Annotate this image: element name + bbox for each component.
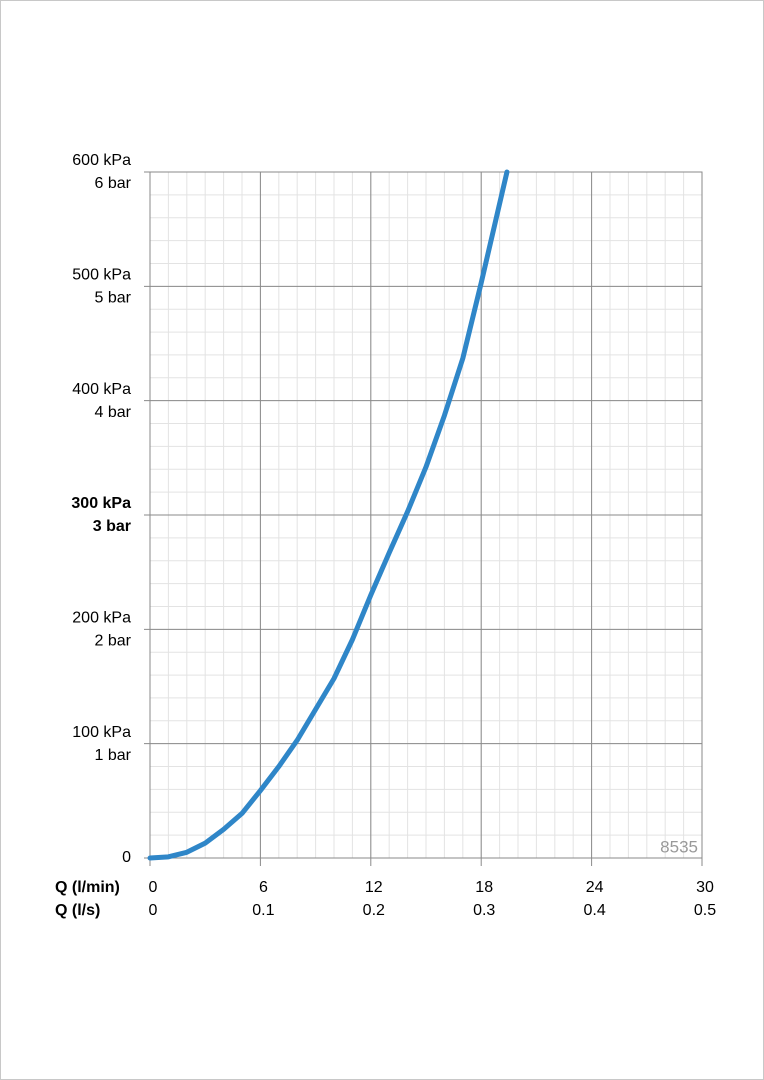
- y-tick-label: 300 kPa: [71, 495, 131, 512]
- watermark: 8535: [660, 837, 698, 856]
- x-tick-label: 6: [259, 879, 268, 896]
- x2-axis-label: Q (l/s): [55, 902, 100, 919]
- y-tick-label: 400 kPa: [72, 381, 131, 398]
- y-tick-sublabel: 3 bar: [93, 518, 131, 535]
- y-tick-label: 500 kPa: [72, 267, 131, 284]
- x-axis-label: Q (l/min): [55, 879, 120, 896]
- x2-tick-label: 0.5: [694, 902, 716, 919]
- y-tick-sublabel: 4 bar: [95, 404, 132, 421]
- y-tick-label: 600 kPa: [72, 152, 131, 169]
- grid: [144, 171, 703, 866]
- y-tick-sublabel: 5 bar: [95, 290, 132, 307]
- x-tick-label: 24: [586, 879, 604, 896]
- y-tick-label: 200 kPa: [72, 610, 131, 627]
- y-tick-sublabel: 2 bar: [95, 633, 132, 650]
- x-tick-label: 12: [365, 879, 383, 896]
- x2-tick-label: 0.1: [252, 902, 274, 919]
- x2-tick-label: 0.4: [583, 902, 605, 919]
- y-tick-label: 100 kPa: [72, 724, 131, 741]
- x-tick-label: 30: [696, 879, 714, 896]
- y-tick-sublabel: 6 bar: [95, 175, 132, 192]
- x2-tick-label: 0: [149, 902, 158, 919]
- x2-tick-label: 0.2: [363, 902, 385, 919]
- y-tick-sublabel: 1 bar: [95, 747, 132, 764]
- curve: [147, 169, 510, 861]
- x-tick-label: 0: [149, 879, 158, 896]
- y-tick-label: 0: [122, 849, 131, 866]
- plot-frame: [149, 171, 703, 859]
- x-tick-label: 18: [475, 879, 493, 896]
- x2-tick-label: 0.3: [473, 902, 495, 919]
